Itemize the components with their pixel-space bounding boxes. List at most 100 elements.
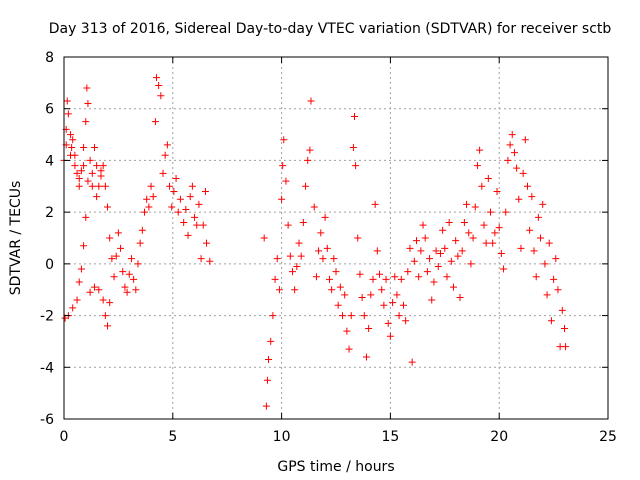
data-point bbox=[99, 296, 107, 304]
data-point bbox=[439, 226, 447, 234]
data-point bbox=[508, 131, 516, 139]
data-point bbox=[106, 299, 114, 307]
data-point bbox=[515, 195, 523, 203]
data-point bbox=[378, 286, 386, 294]
x-tick-label: 20 bbox=[490, 429, 508, 445]
data-point bbox=[347, 312, 355, 320]
data-point bbox=[307, 97, 315, 105]
x-axis-label: GPS time / hours bbox=[277, 459, 394, 475]
data-point bbox=[404, 268, 412, 276]
data-point bbox=[278, 195, 286, 203]
data-point bbox=[376, 270, 384, 278]
data-point bbox=[263, 376, 271, 384]
data-point bbox=[315, 247, 323, 255]
data-point bbox=[180, 218, 188, 226]
data-point bbox=[362, 353, 370, 361]
data-point bbox=[415, 273, 423, 281]
data-point bbox=[155, 81, 163, 89]
data-point bbox=[310, 203, 318, 211]
data-point bbox=[174, 208, 182, 216]
data-point bbox=[339, 312, 347, 320]
data-point bbox=[434, 262, 442, 270]
data-point bbox=[101, 182, 109, 190]
data-point bbox=[495, 224, 503, 232]
data-point bbox=[71, 162, 79, 170]
data-point bbox=[88, 169, 96, 177]
data-point bbox=[552, 255, 560, 263]
data-point bbox=[101, 312, 109, 320]
data-point bbox=[410, 257, 418, 265]
data-point bbox=[73, 296, 81, 304]
data-point bbox=[138, 226, 146, 234]
data-point bbox=[299, 218, 307, 226]
data-point bbox=[95, 182, 103, 190]
data-point bbox=[537, 234, 545, 242]
data-point bbox=[454, 252, 462, 260]
data-point bbox=[75, 182, 83, 190]
data-point bbox=[271, 275, 279, 283]
data-point bbox=[273, 255, 281, 263]
data-point bbox=[275, 286, 283, 294]
data-point bbox=[373, 247, 381, 255]
data-point bbox=[166, 182, 174, 190]
data-point bbox=[428, 296, 436, 304]
data-point bbox=[423, 268, 431, 276]
data-point bbox=[323, 244, 331, 252]
data-point bbox=[134, 260, 142, 268]
data-point bbox=[73, 169, 81, 177]
data-point bbox=[168, 203, 176, 211]
data-point bbox=[419, 221, 427, 229]
y-tick-label: -6 bbox=[40, 412, 54, 428]
data-point bbox=[478, 182, 486, 190]
data-point bbox=[117, 244, 125, 252]
data-point bbox=[321, 213, 329, 221]
data-point bbox=[491, 229, 499, 237]
data-point bbox=[302, 182, 310, 190]
chart-title: Day 313 of 2016, Sidereal Day-to-day VTE… bbox=[49, 21, 612, 37]
data-point bbox=[186, 193, 194, 201]
data-point bbox=[69, 304, 77, 312]
data-point bbox=[489, 239, 497, 247]
data-point bbox=[550, 275, 558, 283]
data-point bbox=[497, 250, 505, 258]
data-point bbox=[84, 177, 92, 185]
data-point bbox=[417, 247, 425, 255]
y-tick-label: 6 bbox=[45, 102, 54, 118]
data-point bbox=[125, 270, 133, 278]
data-point bbox=[149, 193, 157, 201]
data-point bbox=[482, 239, 490, 247]
data-point bbox=[172, 175, 180, 183]
data-point bbox=[562, 343, 570, 351]
data-point bbox=[369, 275, 377, 283]
data-point bbox=[547, 317, 555, 325]
data-point bbox=[519, 169, 527, 177]
data-point bbox=[95, 286, 103, 294]
data-point bbox=[97, 172, 105, 180]
data-point bbox=[517, 244, 525, 252]
x-tick-label: 5 bbox=[168, 429, 177, 445]
data-point bbox=[161, 151, 169, 159]
data-point bbox=[389, 299, 397, 307]
data-point bbox=[408, 358, 416, 366]
data-point bbox=[262, 402, 270, 410]
data-point bbox=[399, 301, 407, 309]
data-point bbox=[413, 237, 421, 245]
data-point bbox=[151, 118, 159, 126]
data-point bbox=[132, 286, 140, 294]
data-points bbox=[60, 74, 570, 410]
data-point bbox=[114, 229, 122, 237]
data-point bbox=[436, 250, 444, 258]
x-tick-label: 25 bbox=[599, 429, 617, 445]
data-point bbox=[476, 146, 484, 154]
data-point bbox=[136, 239, 144, 247]
data-point bbox=[467, 260, 475, 268]
data-point bbox=[328, 286, 336, 294]
data-point bbox=[293, 262, 301, 270]
data-point bbox=[545, 239, 553, 247]
data-point bbox=[325, 275, 333, 283]
data-point bbox=[486, 208, 494, 216]
data-point bbox=[395, 312, 403, 320]
data-point bbox=[350, 112, 358, 120]
data-point bbox=[188, 182, 196, 190]
